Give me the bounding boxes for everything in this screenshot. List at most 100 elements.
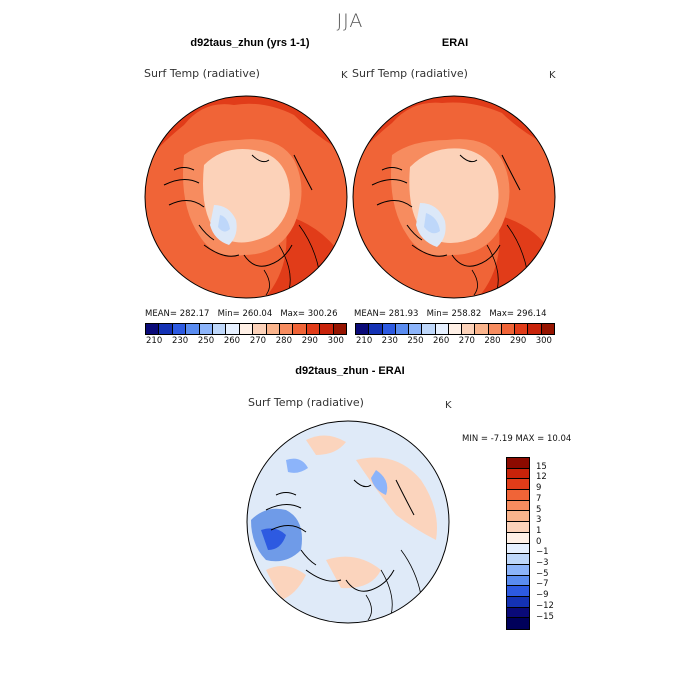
- colorbar-swatch: [507, 618, 529, 629]
- min-value: -7.19: [490, 434, 513, 444]
- colorbar-swatch: [507, 522, 529, 533]
- colorbar-swatch: [293, 324, 307, 334]
- warm-belt: [145, 96, 347, 165]
- cool-anomaly: [286, 458, 308, 473]
- colorbar-tick-label: 290: [301, 336, 318, 346]
- colorbar-swatch: [172, 324, 187, 334]
- colorbar-right-ticks: 210 230 250 260 270 280 290 300: [356, 336, 552, 346]
- max-value: 10.04: [546, 434, 572, 444]
- colorbar-tick-label: 250: [407, 336, 424, 346]
- max-label: Max=: [489, 309, 515, 319]
- colorbar-tick-label: −15: [536, 611, 554, 622]
- colorbar-swatch: [507, 543, 529, 555]
- colorbar-swatch: [382, 324, 396, 334]
- mean-value: 281.93: [388, 309, 419, 319]
- colorbar-tick-label: 12: [536, 472, 547, 483]
- mean-label: MEAN=: [354, 309, 386, 319]
- max-value: 296.14: [516, 309, 547, 319]
- colorbar-swatch: [507, 596, 529, 608]
- colorbar-swatch: [146, 324, 160, 334]
- colorbar-tick-label: 210: [146, 336, 163, 346]
- colorbar-tick-label: 15: [536, 461, 547, 472]
- panel-right-title: ERAI: [441, 37, 469, 49]
- colorbar-difference: [506, 457, 530, 630]
- colorbar-swatch: [507, 575, 529, 587]
- colorbar-tick-label: −9: [536, 590, 549, 601]
- colorbar-swatch: [501, 324, 516, 334]
- colorbar-swatch: [186, 324, 200, 334]
- colorbar-tick-label: 250: [197, 336, 215, 346]
- diff-units: K: [445, 400, 452, 411]
- colorbar-swatch: [507, 479, 529, 491]
- coastline: [365, 549, 422, 621]
- colorbar-swatch: [159, 324, 173, 334]
- colorbar-tick-label: −3: [536, 558, 549, 568]
- colorbar-tick-label: −7: [536, 579, 549, 590]
- colorbar-swatch: [435, 324, 449, 334]
- colorbar-swatch: [507, 500, 529, 512]
- colorbar-swatch: [369, 324, 383, 334]
- colorbar-tick-label: 1: [536, 525, 542, 536]
- mean-label: MEAN=: [145, 309, 177, 319]
- colorbar-swatch: [507, 458, 529, 469]
- colorbar-tick-label: 0: [536, 536, 542, 547]
- colorbar-tick-label: 260: [223, 336, 241, 346]
- panel-right-variable: Surf Temp (radiative): [352, 67, 468, 80]
- min-value: 258.82: [451, 309, 482, 319]
- colorbar-swatch: [356, 324, 370, 334]
- colorbar-swatch: [409, 324, 423, 334]
- coastline: [471, 224, 528, 296]
- colorbar-swatch: [422, 324, 436, 334]
- colorbar-tick-label: 300: [327, 336, 344, 346]
- colorbar-tick-label: −12: [536, 600, 554, 611]
- warm-anomaly: [306, 435, 346, 455]
- colorbar-tick-label: 210: [356, 336, 373, 346]
- colorbar-swatch: [488, 324, 502, 334]
- colorbar-left-ticks: 210 230 250 260 270 280 290 300: [146, 336, 344, 346]
- colorbar-tick-label: −1: [536, 547, 549, 558]
- max-label: Max=: [280, 309, 306, 319]
- colorbar-swatch: [213, 324, 227, 334]
- max-value: 300.26: [307, 309, 338, 319]
- panel-right-units: K: [549, 70, 556, 81]
- colorbar-swatch: [507, 468, 529, 480]
- cool-anomaly-strong: [261, 528, 286, 550]
- min-label: Min=: [426, 309, 449, 319]
- colorbar-tick-label: 270: [249, 336, 267, 346]
- colorbar-swatch: [507, 564, 529, 576]
- colorbar-swatch: [541, 324, 554, 334]
- colorbar-right: [355, 323, 555, 335]
- colorbar-swatch: [507, 586, 529, 597]
- colorbar-swatch: [266, 324, 281, 334]
- colorbar-tick-label: −5: [536, 568, 549, 579]
- min-label: Min=: [217, 309, 240, 319]
- diff-stats: MIN = -7.19 MAX = 10.04: [462, 434, 571, 444]
- min-label: MIN =: [462, 434, 489, 444]
- colorbar-swatch: [448, 324, 463, 334]
- colorbar-swatch: [507, 511, 529, 523]
- panel-left-title: d92taus_zhun (yrs 1-1): [190, 37, 310, 49]
- colorbar-swatch: [199, 324, 214, 334]
- colorbar-tick-label: 9: [536, 483, 542, 494]
- coastline: [265, 479, 415, 592]
- colorbar-swatch: [507, 554, 529, 565]
- coastline: [371, 154, 521, 267]
- colorbar-swatch: [239, 324, 254, 334]
- max-label: MAX =: [515, 434, 545, 444]
- colorbar-swatch: [333, 324, 347, 334]
- colorbar-tick-label: 270: [458, 336, 475, 346]
- mean-value: 282.17: [179, 309, 210, 319]
- colorbar-tick-label: 5: [536, 504, 542, 515]
- colorbar-swatch: [320, 324, 334, 334]
- colorbar-swatch: [475, 324, 489, 334]
- polar-map-model: [144, 95, 348, 299]
- colorbar-tick-label: 290: [510, 336, 527, 346]
- colorbar-tick-label: 230: [171, 336, 189, 346]
- panel-left-units: K: [341, 70, 348, 81]
- colorbar-difference-labels: 15 12 9 7 5 3 1 0 −1 −3 −5 −7 −9 −12 −15: [536, 457, 576, 637]
- warm-anomaly: [266, 566, 306, 600]
- colorbar-tick-label: 280: [484, 336, 501, 346]
- greenland-ice-core: [424, 213, 440, 234]
- coastline: [163, 154, 313, 267]
- panel-right-stats: MEAN= 281.93 Min= 258.82 Max= 296.14: [354, 309, 547, 319]
